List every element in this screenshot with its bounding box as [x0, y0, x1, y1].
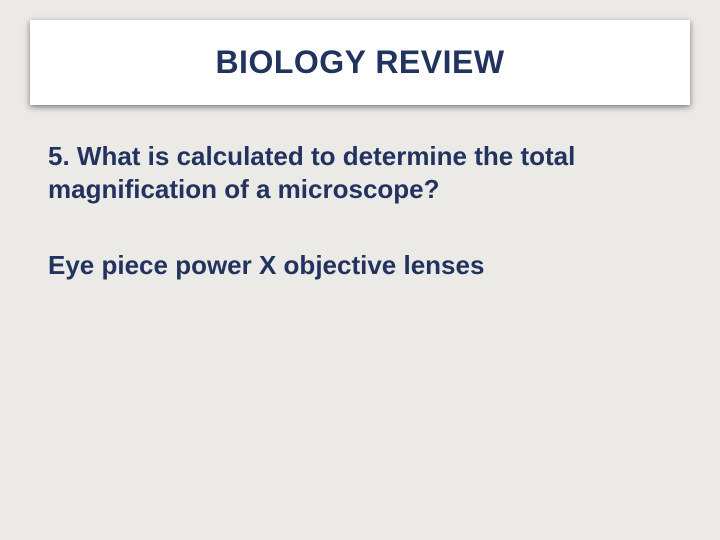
title-bar: BIOLOGY REVIEW	[30, 20, 690, 105]
answer-text: Eye piece power X objective lenses	[48, 249, 672, 282]
slide-body: 5. What is calculated to determine the t…	[48, 140, 672, 282]
question-text: 5. What is calculated to determine the t…	[48, 140, 672, 205]
slide: BIOLOGY REVIEW 5. What is calculated to …	[0, 0, 720, 540]
slide-title: BIOLOGY REVIEW	[215, 44, 504, 81]
